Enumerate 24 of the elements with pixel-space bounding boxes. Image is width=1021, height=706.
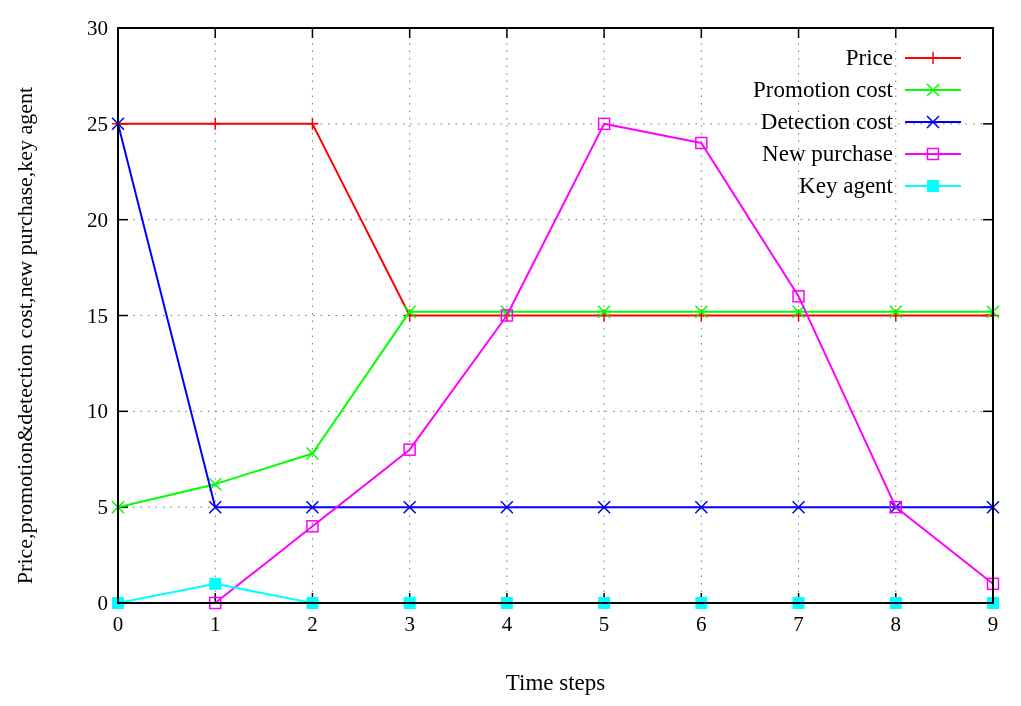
x-tick-label: 6 bbox=[696, 612, 707, 636]
legend-label: Promotion cost bbox=[753, 77, 894, 102]
x-tick-label: 1 bbox=[209, 612, 221, 636]
y-tick-label: 25 bbox=[87, 111, 108, 136]
x-axis-title: Time steps bbox=[505, 670, 606, 695]
x-tick-label: 7 bbox=[793, 612, 804, 636]
legend-label: New purchase bbox=[762, 141, 893, 166]
legend-label: Key agent bbox=[799, 173, 894, 198]
legend-label: Price bbox=[845, 45, 893, 70]
y-tick-label: 15 bbox=[87, 303, 108, 328]
y-tick-label: 20 bbox=[87, 207, 108, 232]
x-tick-label: 5 bbox=[598, 612, 610, 636]
y-tick-label: 5 bbox=[97, 495, 108, 520]
legend-label: Detection cost bbox=[760, 109, 894, 134]
x-tick-label: 8 bbox=[890, 612, 902, 636]
y-tick-label: 10 bbox=[87, 399, 108, 424]
x-tick-label: 3 bbox=[404, 612, 415, 636]
y-tick-label: 0 bbox=[97, 591, 108, 615]
y-axis-title: Price,promotion&detection cost,new purchase,key agent bbox=[12, 86, 37, 585]
y-tick-label: 30 bbox=[87, 16, 108, 40]
x-tick-label: 9 bbox=[987, 612, 999, 636]
x-tick-label: 0 bbox=[112, 612, 124, 636]
x-tick-label: 4 bbox=[501, 612, 513, 636]
x-tick-label: 2 bbox=[307, 612, 318, 636]
